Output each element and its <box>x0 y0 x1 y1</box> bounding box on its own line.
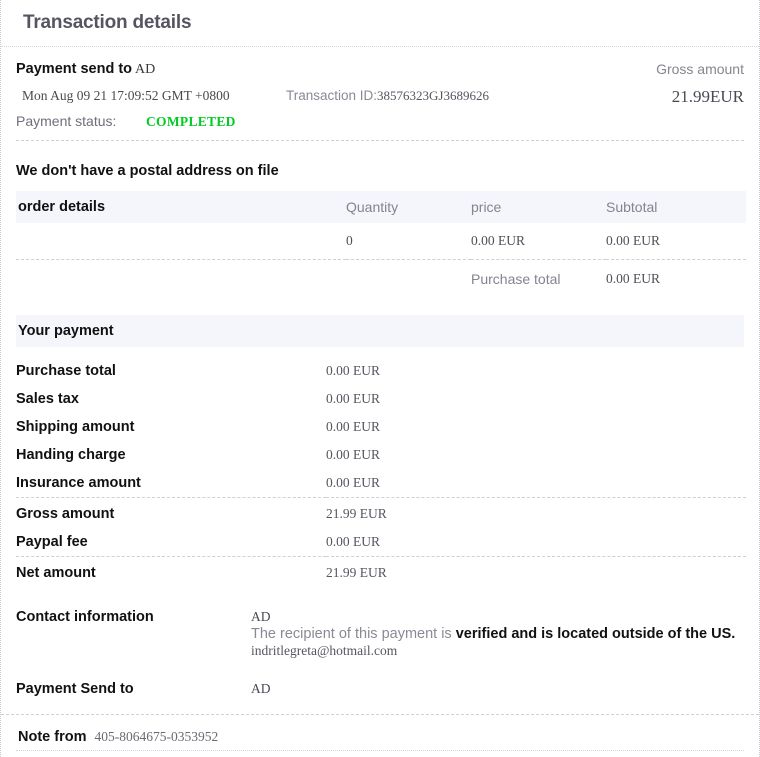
column-header-subtotal: Subtotal <box>606 191 746 223</box>
payment-send-to-section-label: Payment Send to <box>16 681 134 698</box>
gross-amount-value: 21.99EUR <box>671 87 744 106</box>
payment-row-handing-charge: Handing charge 0.00 EUR <box>16 441 746 469</box>
column-header-quantity: Quantity <box>346 191 471 223</box>
contact-information-section: Contact information AD The recipient of … <box>16 609 746 659</box>
note-from-section: Note from 405-8064675-0353952 <box>1 714 759 745</box>
payment-label: Purchase total <box>16 363 116 379</box>
cell-subtotal: 0.00 EUR <box>606 233 660 248</box>
purchase-total-row: Purchase total 0.00 EUR <box>16 259 746 297</box>
cell-price: 0.00 EUR <box>471 233 525 248</box>
payment-send-to-row: Payment Send to AD <box>16 681 746 714</box>
your-payment-table: Purchase total 0.00 EUR Sales tax 0.00 E… <box>16 357 746 587</box>
postal-address-notice: We don't have a postal address on file <box>16 163 279 179</box>
payment-send-to-line: Payment send to AD <box>16 61 744 78</box>
payment-row-paypal-fee: Paypal fee 0.00 EUR <box>16 528 746 557</box>
transaction-summary: Payment send to AD Mon Aug 09 21 17:09:52… <box>1 47 759 140</box>
column-header-price: price <box>471 191 606 223</box>
note-from-value: 405-8064675-0353952 <box>94 729 219 745</box>
verification-sentence-row: The recipient of this payment is verifie… <box>16 625 746 643</box>
note-from-label: Note from <box>18 729 87 746</box>
transaction-id-group: Transaction ID:38576323GJ3689626 <box>286 88 489 104</box>
purchase-total-label: Purchase total <box>471 259 606 297</box>
transaction-date: Mon Aug 09 21 17:09:52 GMT +0800 <box>22 88 230 103</box>
payment-row-shipping-amount: Shipping amount 0.00 EUR <box>16 413 746 441</box>
page-header: Transaction details <box>1 0 759 47</box>
payment-status-row: Payment status: COMPLETED <box>16 113 744 130</box>
bottom-divider <box>16 750 744 751</box>
table-row: 0 0.00 EUR 0.00 EUR <box>16 223 746 260</box>
cell-item-name <box>16 223 346 260</box>
payment-value: 21.99 EUR <box>326 497 746 528</box>
payment-value: 0.00 EUR <box>326 419 380 434</box>
payment-value: 21.99 EUR <box>326 556 746 587</box>
gross-amount-label: Gross amount <box>656 61 744 77</box>
payment-send-to-label: Payment send to <box>16 61 133 77</box>
verification-sentence: The recipient of this payment is verifie… <box>251 625 746 643</box>
payment-send-to-value: AD <box>135 62 156 77</box>
contact-information-label: Contact information <box>16 609 154 625</box>
verification-sentence-prefix: The recipient of this payment is <box>251 626 456 642</box>
purchase-total-value: 0.00 EUR <box>606 259 746 297</box>
status-badge: COMPLETED <box>146 114 236 129</box>
payment-row-sales-tax: Sales tax 0.00 EUR <box>16 385 746 413</box>
your-payment-heading: Your payment <box>16 315 744 347</box>
payment-label: Shipping amount <box>16 419 135 435</box>
payment-status-label: Payment status: <box>16 113 117 129</box>
payment-value: 0.00 EUR <box>326 475 380 490</box>
contact-name: AD <box>251 609 271 624</box>
transaction-id-label: Transaction ID: <box>286 88 378 103</box>
payment-row-net-amount: Net amount 21.99 EUR <box>16 556 746 587</box>
gross-amount-box: Gross amount 21.99EUR <box>574 61 744 107</box>
payment-row-purchase-total: Purchase total 0.00 EUR <box>16 357 746 385</box>
payment-label: Net amount <box>16 556 326 587</box>
order-details-header-row: order details Quantity price Subtotal <box>16 191 746 223</box>
verification-sentence-emphasis: verified and is located outside of the U… <box>455 626 736 642</box>
payment-row-insurance-amount: Insurance amount 0.00 EUR <box>16 469 746 498</box>
page-title: Transaction details <box>23 12 192 33</box>
divider-after-summary <box>16 140 744 141</box>
order-details-table: order details Quantity price Subtotal 0 … <box>16 191 746 297</box>
column-header-order-details: order details <box>16 191 346 223</box>
payment-value: 0.00 EUR <box>326 534 380 549</box>
payment-value: 0.00 EUR <box>326 447 380 462</box>
payment-label: Gross amount <box>16 497 326 528</box>
contact-email[interactable]: indritlegreta@hotmail.com <box>251 643 398 659</box>
transaction-id-value: 38576323GJ3689626 <box>377 88 489 103</box>
payment-send-to-section: Payment Send to AD <box>16 681 746 714</box>
cell-quantity: 0 <box>346 233 353 248</box>
payment-label: Handing charge <box>16 447 126 463</box>
payment-label: Sales tax <box>16 391 79 407</box>
payment-label: Paypal fee <box>16 534 88 550</box>
contact-email-row: indritlegreta@hotmail.com <box>16 643 746 659</box>
date-and-txid-row: Mon Aug 09 21 17:09:52 GMT +0800 Transac… <box>16 88 744 104</box>
payment-row-gross-amount: Gross amount 21.99 EUR <box>16 497 746 528</box>
cell-empty-1 <box>16 259 346 297</box>
payment-label: Insurance amount <box>16 475 141 491</box>
contact-information-row: Contact information AD <box>16 609 746 625</box>
payment-value: 0.00 EUR <box>326 391 380 406</box>
payment-value: 0.00 EUR <box>326 363 380 378</box>
cell-empty-2 <box>346 259 471 297</box>
payment-send-to-section-value: AD <box>251 681 271 697</box>
